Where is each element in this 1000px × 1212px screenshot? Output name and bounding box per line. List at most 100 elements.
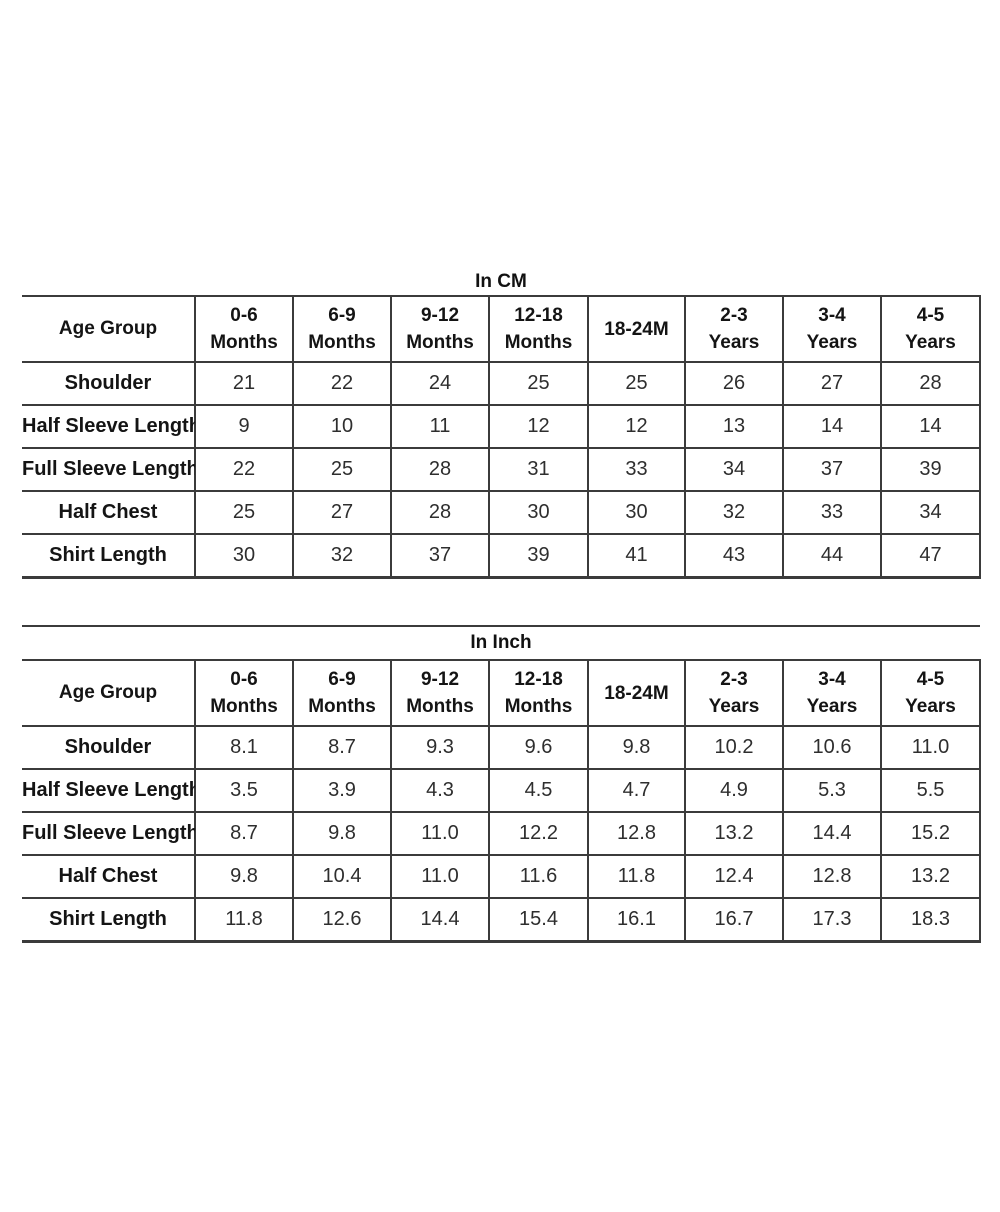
column-header: 9-12 Months: [390, 659, 490, 727]
cell-value: 12.8: [782, 854, 882, 899]
cell-value: 12: [488, 404, 589, 449]
cell-value: 9.8: [587, 725, 686, 770]
cell-value: 8.1: [194, 725, 294, 770]
cell-value: 28: [390, 490, 490, 535]
table-row: Half Chest 25 27 28 30 30 32 33 34: [22, 490, 981, 535]
cell-value: 30: [587, 490, 686, 535]
cell-value: 5.5: [880, 768, 981, 813]
cell-value: 11: [390, 404, 490, 449]
column-header-line: 2-3: [720, 305, 748, 326]
column-header-line: Years: [905, 696, 956, 717]
cell-value: 17.3: [782, 897, 882, 943]
row-label: Shirt Length: [22, 897, 195, 943]
column-header-line: 6-9: [328, 305, 356, 326]
cell-value: 44: [782, 533, 882, 579]
column-header: 0-6 Months: [194, 659, 294, 727]
row-label: Half Sleeve Length: [22, 404, 195, 449]
cell-value: 25: [587, 361, 686, 406]
table-row: Full Sleeve Length 8.7 9.8 11.0 12.2 12.8 13.2…: [22, 811, 981, 856]
table-title-cm: In CM: [475, 271, 527, 292]
cell-value: 4.5: [488, 768, 589, 813]
cell-value: 41: [587, 533, 686, 579]
cell-value: 16.1: [587, 897, 686, 943]
cell-value: 25: [488, 361, 589, 406]
size-table-cm-section: In CM Age Group 0-6 Months 6-9 Months 9-12 Mon…: [22, 268, 981, 579]
cell-value: 10.2: [684, 725, 784, 770]
column-header-line: 12-18: [514, 669, 563, 690]
corner-header-age-group: Age Group: [22, 659, 196, 727]
cell-value: 9.8: [292, 811, 392, 856]
cell-value: 5.3: [782, 768, 882, 813]
cell-value: 39: [488, 533, 589, 579]
table-row: Half Sleeve Length 3.5 3.9 4.3 4.5 4.7 4.9 5.3 5…: [22, 768, 981, 813]
cell-value: 11.0: [390, 854, 490, 899]
column-header-line: Years: [708, 332, 760, 353]
table-row: Half Sleeve Length 9 10 11 12 12 13 14 14: [22, 404, 981, 449]
column-header: 18-24M: [587, 659, 686, 727]
cell-value: 10.6: [782, 725, 882, 770]
cell-value: 11.0: [880, 725, 981, 770]
column-header: 3-4 Years: [782, 659, 882, 727]
cell-value: 11.0: [390, 811, 490, 856]
table-title-inch: In Inch: [470, 632, 532, 653]
column-header-line: 3-4: [818, 305, 846, 326]
cell-value: 9.8: [194, 854, 294, 899]
column-header: 18-24M: [587, 295, 686, 363]
column-header-line: Years: [708, 696, 760, 717]
table-row: Shirt Length 30 32 37 39 41 43 44 47: [22, 533, 981, 579]
column-header-line: 12-18: [514, 305, 563, 326]
cell-value: 12.4: [684, 854, 784, 899]
row-label: Shoulder: [22, 725, 195, 770]
column-header: 12-18 Months: [488, 295, 589, 363]
row-label: Shirt Length: [22, 533, 195, 579]
column-header-line: Months: [210, 696, 278, 717]
column-header-line: 3-4: [818, 669, 846, 690]
cell-value: 14.4: [782, 811, 882, 856]
table-row: Shirt Length 11.8 12.6 14.4 15.4 16.1 16.7 17.3…: [22, 897, 981, 943]
cell-value: 8.7: [194, 811, 294, 856]
cell-value: 37: [782, 447, 882, 492]
column-header-line: 9-12: [420, 305, 460, 326]
cell-value: 12.8: [587, 811, 686, 856]
divider-line: [22, 625, 980, 627]
size-table-cm: Age Group 0-6 Months 6-9 Months 9-12 Months 12-…: [22, 295, 981, 579]
table-row: Full Sleeve Length 22 25 28 31 33 34 37 39: [22, 447, 981, 492]
cell-value: 25: [194, 490, 294, 535]
cell-value: 30: [194, 533, 294, 579]
column-header: 9-12 Months: [390, 295, 490, 363]
cell-value: 21: [194, 361, 294, 406]
cell-value: 31: [488, 447, 589, 492]
cell-value: 32: [292, 533, 392, 579]
column-header: 4-5 Years: [880, 659, 981, 727]
cell-value: 34: [880, 490, 981, 535]
column-header-line: Years: [905, 332, 956, 353]
cell-value: 24: [390, 361, 490, 406]
cell-value: 43: [684, 533, 784, 579]
column-header-line: 6-9: [328, 669, 356, 690]
column-header-line: Months: [308, 332, 376, 353]
cell-value: 18.3: [880, 897, 981, 943]
cell-value: 15.4: [488, 897, 589, 943]
cell-value: 22: [292, 361, 392, 406]
cell-value: 11.8: [587, 854, 686, 899]
cell-value: 3.5: [194, 768, 294, 813]
cell-value: 28: [880, 361, 981, 406]
table-row: Half Chest 9.8 10.4 11.0 11.6 11.8 12.4 12.8 13.…: [22, 854, 981, 899]
corner-header-age-group: Age Group: [22, 295, 196, 363]
cell-value: 11.8: [194, 897, 294, 943]
cell-value: 4.9: [684, 768, 784, 813]
cell-value: 12: [587, 404, 686, 449]
table-row: Shoulder 8.1 8.7 9.3 9.6 9.8 10.2 10.6 11.0: [22, 725, 981, 770]
cell-value: 10: [292, 404, 392, 449]
cell-value: 39: [880, 447, 981, 492]
row-label: Half Sleeve Length: [22, 768, 195, 813]
cell-value: 22: [194, 447, 294, 492]
cell-value: 27: [782, 361, 882, 406]
column-header-line: 2-3: [720, 669, 748, 690]
column-header-line: 0-6: [230, 305, 258, 326]
header-row: Age Group 0-6 Months 6-9 Months 9-12 Months 12-…: [22, 659, 981, 727]
row-label: Full Sleeve Length: [22, 811, 195, 856]
cell-value: 11.6: [488, 854, 589, 899]
row-label: Shoulder: [22, 361, 195, 406]
cell-value: 14: [880, 404, 981, 449]
